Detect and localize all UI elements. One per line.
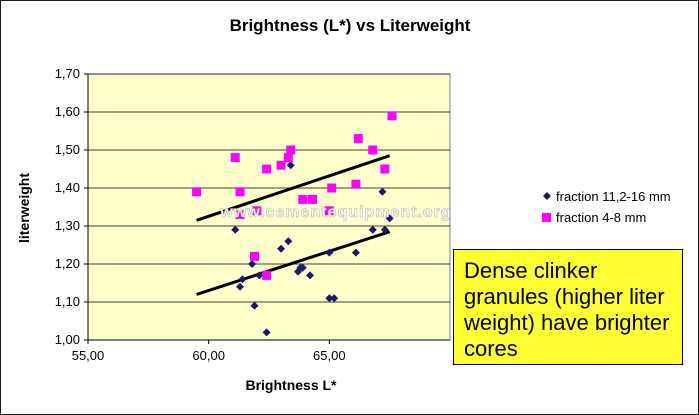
y-tick-label: 1,20 bbox=[55, 256, 80, 271]
y-tick-label: 1,60 bbox=[55, 104, 80, 119]
data-point-diamond bbox=[255, 271, 264, 280]
data-point-diamond bbox=[325, 248, 334, 257]
data-point-square bbox=[235, 210, 245, 220]
x-tick-label: 60,00 bbox=[192, 348, 225, 363]
data-point-square bbox=[327, 183, 337, 193]
legend-label-fraction-11-16: fraction 11,2-16 mm bbox=[556, 189, 671, 204]
chart-title: Brightness (L*) vs Literweight bbox=[230, 16, 471, 35]
data-point-diamond bbox=[262, 328, 271, 337]
data-point-diamond bbox=[330, 294, 339, 303]
x-tick-label: 55,00 bbox=[72, 348, 105, 363]
y-tick-label: 1,00 bbox=[55, 332, 80, 347]
data-point-diamond bbox=[368, 225, 377, 234]
data-point-square bbox=[283, 153, 293, 163]
y-tick-label: 1,70 bbox=[55, 66, 80, 81]
axis-ticks: 1,00 1,10 1,20 1,30 1,40 1,50 1,60 1,70 55,00 60,… bbox=[55, 66, 450, 363]
trendlines bbox=[196, 154, 391, 296]
data-point-square bbox=[353, 134, 363, 144]
data-point-square bbox=[368, 145, 378, 155]
data-point-diamond bbox=[248, 260, 257, 268]
data-point-square bbox=[298, 194, 308, 204]
data-point-diamond bbox=[380, 225, 389, 234]
data-point-square bbox=[262, 164, 272, 174]
y-tick-label: 1,50 bbox=[55, 142, 80, 157]
data-point-diamond bbox=[306, 271, 315, 280]
data-point-square bbox=[380, 164, 390, 174]
data-point-diamond bbox=[351, 248, 360, 257]
data-point-square bbox=[250, 251, 260, 261]
data-point-diamond bbox=[298, 263, 307, 272]
data-point-diamond bbox=[378, 187, 387, 196]
data-point-square bbox=[307, 194, 317, 204]
y-tick-label: 1,40 bbox=[55, 180, 80, 195]
data-point-diamond bbox=[286, 161, 295, 170]
data-point-square bbox=[286, 145, 296, 155]
legend: fraction 11,2-16 mm fraction 4-8 mm bbox=[542, 189, 671, 225]
data-point-diamond bbox=[231, 225, 240, 234]
watermark-text: www.cementequipment.org bbox=[219, 204, 451, 221]
data-point-diamond bbox=[385, 214, 394, 223]
data-point-diamond bbox=[236, 282, 245, 291]
legend-marker-fraction-11-16 bbox=[543, 192, 551, 200]
y-axis-title: literweight bbox=[16, 173, 32, 243]
data-point-square bbox=[351, 179, 361, 189]
data-point-square bbox=[276, 160, 286, 170]
data-point-square bbox=[387, 111, 397, 121]
data-point-diamond bbox=[250, 301, 259, 310]
y-tick-label: 1,30 bbox=[55, 218, 80, 233]
legend-marker-fraction-4-8 bbox=[542, 213, 551, 222]
data-point-square bbox=[262, 270, 272, 280]
x-axis-title: Brightness L* bbox=[245, 377, 337, 393]
trendline-series-1 bbox=[196, 154, 391, 222]
data-point-square bbox=[235, 187, 245, 197]
data-point-diamond bbox=[284, 237, 293, 246]
data-points bbox=[192, 111, 397, 337]
data-point-square bbox=[252, 206, 262, 216]
trendline-series-0 bbox=[196, 230, 391, 296]
data-point-square bbox=[324, 206, 334, 216]
data-point-square bbox=[192, 187, 202, 197]
callout-box: Dense clinker granules (higher liter wei… bbox=[453, 249, 683, 365]
data-point-diamond bbox=[325, 294, 334, 303]
data-point-diamond bbox=[277, 244, 286, 253]
data-point-square bbox=[230, 153, 240, 163]
data-point-diamond bbox=[238, 275, 247, 284]
x-tick-label: 65,00 bbox=[313, 348, 346, 363]
y-tick-label: 1,10 bbox=[55, 294, 80, 309]
legend-label-fraction-4-8: fraction 4-8 mm bbox=[556, 210, 646, 225]
